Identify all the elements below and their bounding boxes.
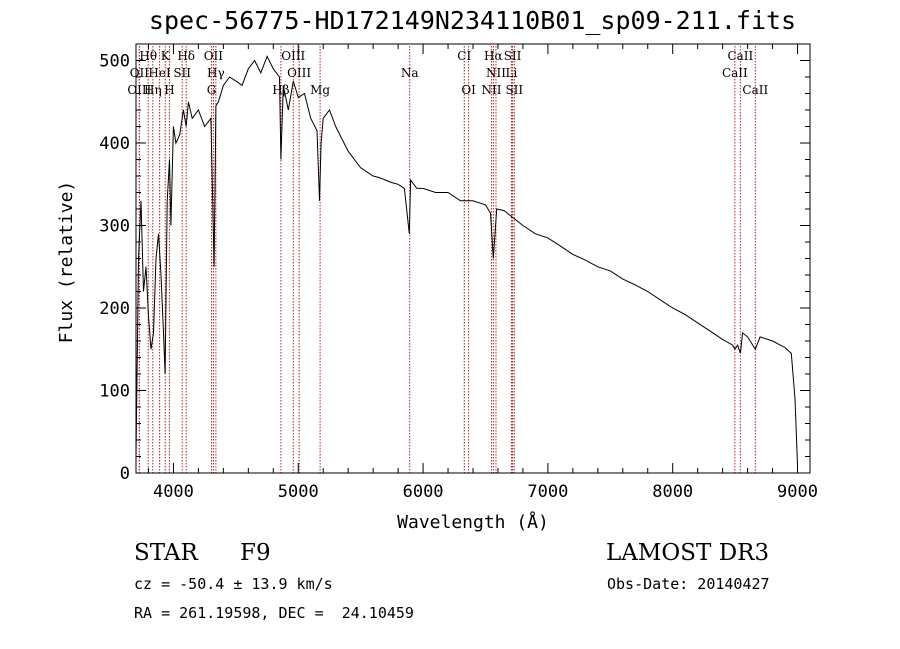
line-label-22: Hβ — [272, 83, 289, 97]
y-tick-label-2: 200 — [99, 299, 130, 319]
line-label-26: SII — [505, 83, 523, 97]
line-label-3: OII — [204, 49, 224, 63]
x-tick-label-4: 8000 — [652, 482, 693, 502]
line-label-4: OIII — [281, 49, 305, 63]
x-tick-label-3: 7000 — [527, 482, 568, 502]
y-axis-title: Flux (relative) — [56, 181, 77, 344]
line-label-16: Li — [506, 66, 518, 80]
line-label-18: OIII — [127, 83, 151, 97]
spectrum-series-line — [135, 55, 798, 465]
y-tick-label-0: 0 — [120, 464, 130, 484]
x-tick-label-2: 6000 — [403, 482, 444, 502]
line-label-20: H — [164, 83, 174, 97]
line-label-10: HeI — [148, 66, 171, 80]
spectral-subclass: F9 — [240, 540, 271, 566]
line-label-25: NII — [481, 83, 501, 97]
survey-name: LAMOST DR3 — [606, 540, 770, 566]
line-label-9: OII — [130, 66, 150, 80]
line-label-15: NII — [486, 66, 506, 80]
y-tick-label-4: 400 — [99, 134, 130, 154]
line-label-6: Hα — [484, 49, 503, 63]
axis-ticks: 4000 5000 6000 7000 8000 9000 0 100 200 300 400 500 — [99, 44, 818, 502]
line-label-7: SII — [504, 49, 522, 63]
line-label-1: K — [161, 49, 171, 63]
x-tick-label-0: 4000 — [153, 482, 194, 502]
redshift-cz: cz = -50.4 ± 13.9 km/s — [134, 575, 333, 593]
line-label-13: OIII — [287, 66, 311, 80]
chart-title: spec-56775-HD172149N234110B01_sp09-211.f… — [148, 6, 797, 35]
y-tick-label-1: 100 — [99, 382, 130, 402]
x-axis-title: Wavelength (Å) — [397, 511, 549, 533]
x-tick-label-5: 9000 — [777, 482, 818, 502]
line-label-2: Hδ — [177, 49, 195, 63]
x-tick-label-1: 5000 — [278, 482, 319, 502]
spectral-line-markers — [138, 46, 756, 473]
line-label-23: Mg — [310, 83, 330, 97]
line-label-12: Hγ — [207, 66, 225, 80]
y-tick-label-3: 300 — [99, 217, 130, 237]
line-label-24: OI — [461, 83, 476, 97]
line-label-5: CI — [457, 49, 471, 63]
plot-frame — [135, 43, 811, 474]
object-type: STAR — [134, 540, 198, 566]
line-label-14: Na — [401, 66, 419, 80]
line-label-0: Hθ — [139, 49, 157, 63]
line-label-27: CaII — [742, 83, 768, 97]
line-label-11: SII — [173, 66, 191, 80]
line-label-21: G — [207, 83, 217, 97]
line-label-19: Hη — [144, 83, 162, 97]
line-label-8: CaII — [727, 49, 753, 63]
y-tick-label-5: 500 — [99, 52, 130, 72]
observation-date: Obs-Date: 20140427 — [607, 575, 770, 593]
line-label-17: CaII — [722, 66, 748, 80]
coordinates: RA = 261.19598, DEC = 24.10459 — [134, 604, 414, 622]
